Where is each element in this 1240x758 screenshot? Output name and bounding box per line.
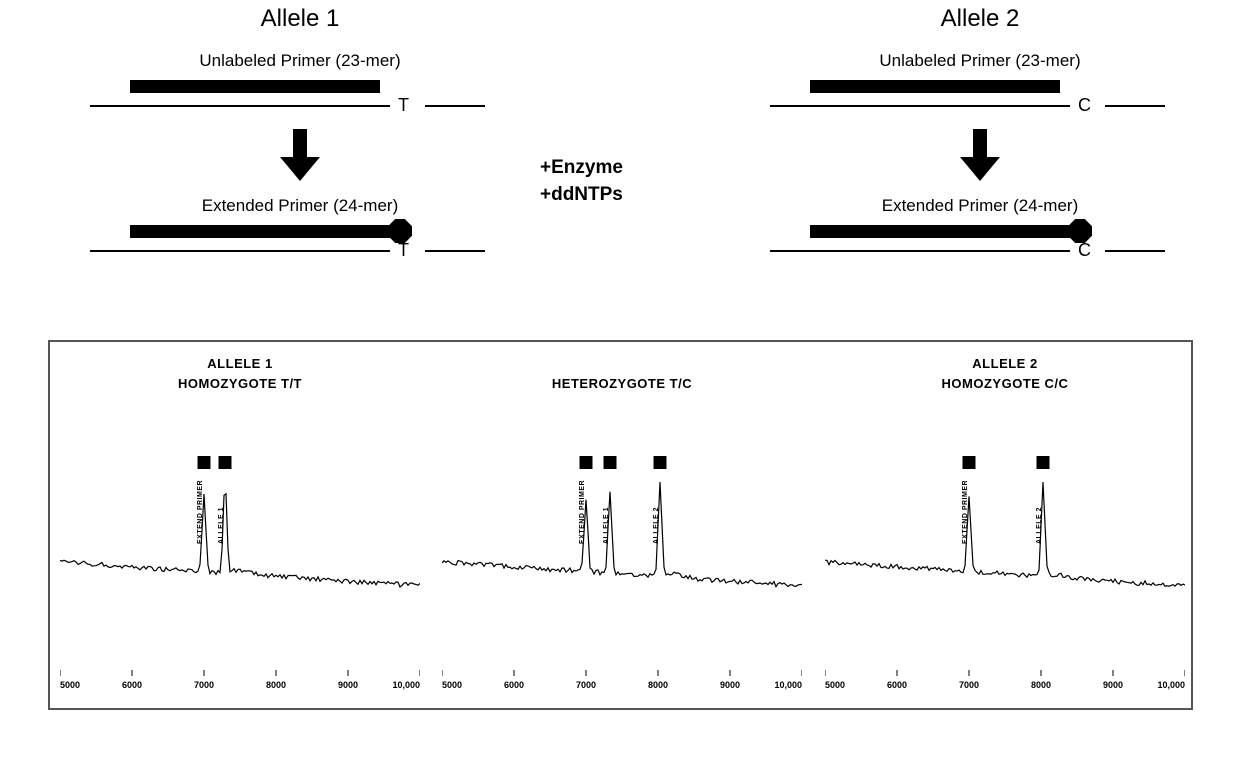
enzyme-label: +Enzyme xyxy=(540,155,623,182)
allele1-unlabeled-primer-label: Unlabeled Primer (23-mer) xyxy=(90,51,510,71)
allele2-title: Allele 2 xyxy=(770,5,1190,33)
reaction-labels: +Enzyme +ddNTPs xyxy=(540,155,623,208)
svg-text:8000: 8000 xyxy=(648,680,668,690)
svg-text:EXTEND PRIMER: EXTEND PRIMER xyxy=(962,480,969,544)
down-arrow-icon xyxy=(960,129,1000,184)
allele1-nucleotide-top: T xyxy=(398,95,409,116)
svg-text:6000: 6000 xyxy=(122,680,142,690)
allele1-extended-primer-label: Extended Primer (24-mer) xyxy=(90,196,510,216)
svg-text:EXTEND PRIMER: EXTEND PRIMER xyxy=(197,480,204,544)
allele1-title: Allele 1 xyxy=(90,5,510,33)
allele1-nucleotide-bottom: T xyxy=(398,240,409,261)
allele1-column: Allele 1 Unlabeled Primer (23-mer) T Ext… xyxy=(90,5,510,274)
svg-text:10,000: 10,000 xyxy=(774,680,802,690)
svg-text:8000: 8000 xyxy=(266,680,286,690)
allele1-extended-diagram: T xyxy=(90,222,510,264)
svg-text:5000: 5000 xyxy=(825,680,845,690)
spectrum-chart-2: EXTEND PRIMER ALLELE 1 ALLELE 2 5000 6000 700… xyxy=(442,404,802,694)
svg-text:10,000: 10,000 xyxy=(1157,680,1185,690)
svg-text:ALLELE 1: ALLELE 1 xyxy=(218,507,225,544)
svg-text:5000: 5000 xyxy=(60,680,80,690)
spectrum-title-2: HETEROZYGOTE T/C xyxy=(442,354,802,394)
svg-text:EXTEND PRIMER: EXTEND PRIMER xyxy=(579,480,586,544)
ddntps-label: +ddNTPs xyxy=(540,182,623,209)
svg-text:6000: 6000 xyxy=(504,680,524,690)
allele2-nucleotide-top: C xyxy=(1078,95,1091,116)
svg-text:9000: 9000 xyxy=(1103,680,1123,690)
svg-text:ALLELE 2: ALLELE 2 xyxy=(1036,507,1043,544)
svg-text:7000: 7000 xyxy=(576,680,596,690)
spectrum-homozygote-tt: ALLELE 1 HOMOZYGOTE T/T EXTEND PRIMER ALL… xyxy=(60,354,420,694)
svg-text:ALLELE 1: ALLELE 1 xyxy=(603,507,610,544)
spectrum-heterozygote-tc: HETEROZYGOTE T/C EXTEND PRIMER ALLELE 1 AL… xyxy=(442,354,802,694)
allele2-nucleotide-bottom: C xyxy=(1078,240,1091,261)
spectrum-homozygote-cc: ALLELE 2 HOMOZYGOTE C/C EXTEND PRIMER ALL… xyxy=(825,354,1185,694)
svg-text:8000: 8000 xyxy=(1031,680,1051,690)
spectrum-chart-3: EXTEND PRIMER ALLELE 2 5000 6000 7000 8000 900… xyxy=(825,404,1185,694)
spectrum-title-1: ALLELE 1 HOMOZYGOTE T/T xyxy=(60,354,420,394)
svg-text:9000: 9000 xyxy=(720,680,740,690)
svg-text:5000: 5000 xyxy=(442,680,462,690)
allele2-unlabeled-diagram: C xyxy=(770,77,1190,119)
allele2-unlabeled-primer-label: Unlabeled Primer (23-mer) xyxy=(770,51,1190,71)
svg-text:10,000: 10,000 xyxy=(392,680,420,690)
down-arrow-icon xyxy=(280,129,320,184)
spectrum-title-3: ALLELE 2 HOMOZYGOTE C/C xyxy=(825,354,1185,394)
svg-text:9000: 9000 xyxy=(338,680,358,690)
spectrum-chart-1: EXTEND PRIMER ALLELE 1 5000 6000 7000 8000 900… xyxy=(60,404,420,694)
svg-text:7000: 7000 xyxy=(959,680,979,690)
allele1-unlabeled-diagram: T xyxy=(90,77,510,119)
svg-text:ALLELE 2: ALLELE 2 xyxy=(653,507,660,544)
allele2-column: Allele 2 Unlabeled Primer (23-mer) C Ext… xyxy=(770,5,1190,274)
allele2-extended-diagram: C xyxy=(770,222,1190,264)
allele2-extended-primer-label: Extended Primer (24-mer) xyxy=(770,196,1190,216)
svg-text:7000: 7000 xyxy=(194,680,214,690)
svg-text:6000: 6000 xyxy=(887,680,907,690)
mass-spectra-box: ALLELE 1 HOMOZYGOTE T/T EXTEND PRIMERALL… xyxy=(48,340,1193,710)
